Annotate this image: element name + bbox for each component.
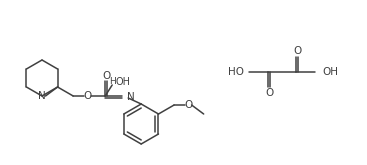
Text: O: O xyxy=(184,100,192,110)
Text: N: N xyxy=(38,91,46,101)
Text: O: O xyxy=(102,71,110,81)
Text: HO: HO xyxy=(228,67,244,77)
Text: O: O xyxy=(83,91,91,101)
Text: H: H xyxy=(109,78,116,86)
Text: O: O xyxy=(293,46,301,56)
Text: OH: OH xyxy=(322,67,338,77)
Text: OH: OH xyxy=(115,77,130,87)
Text: N: N xyxy=(127,92,135,102)
Text: O: O xyxy=(265,88,273,98)
